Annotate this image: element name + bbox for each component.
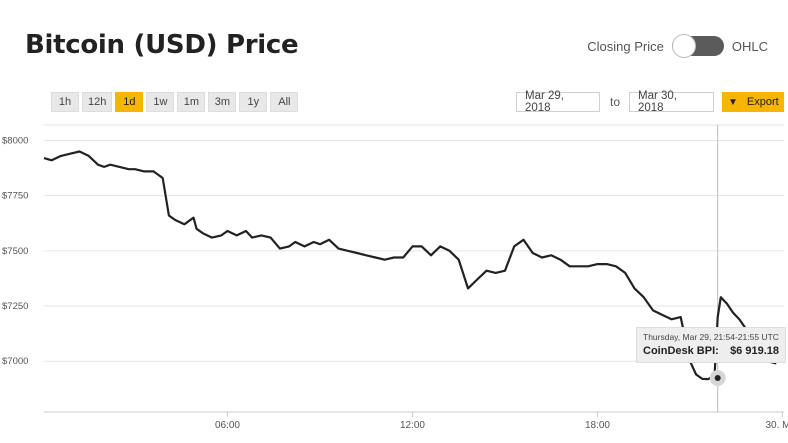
range-button-all[interactable]: All bbox=[270, 92, 299, 112]
switch-knob bbox=[671, 34, 696, 58]
range-button-1d[interactable]: 1d bbox=[115, 92, 144, 112]
x-tick-label: 06:00 bbox=[215, 420, 240, 431]
y-tick-label: $7250 bbox=[2, 301, 28, 312]
date-to-input[interactable]: Mar 30, 2018 bbox=[629, 90, 714, 114]
tooltip-series-label: CoinDesk BPI: bbox=[643, 345, 719, 357]
download-arrow-icon: ▼ bbox=[728, 96, 738, 108]
time-range-selector: 1h 12h 1d 1w 1m 3m 1y All bbox=[51, 92, 301, 112]
page-title: Bitcoin (USD) Price bbox=[25, 30, 299, 60]
y-tick-label: $7000 bbox=[2, 356, 28, 367]
tooltip-value: $6 919.18 bbox=[730, 345, 779, 357]
range-button-1w[interactable]: 1w bbox=[146, 92, 175, 112]
range-button-1h[interactable]: 1h bbox=[51, 92, 79, 112]
export-label: Export bbox=[746, 96, 779, 108]
ohlc-label: OHLC bbox=[731, 38, 768, 54]
y-tick-label: $7750 bbox=[2, 191, 28, 202]
y-tick-label: $7500 bbox=[2, 246, 28, 257]
x-tick-label: 12:00 bbox=[400, 420, 425, 431]
ohlc-switch[interactable] bbox=[671, 34, 724, 58]
chart-tooltip: Thursday, Mar 29, 21:54-21:55 UTC CoinDe… bbox=[636, 327, 786, 363]
tooltip-date: Thursday, Mar 29, 21:54-21:55 UTC bbox=[643, 332, 779, 342]
chart-mode-toggle: Closing Price OHLC bbox=[587, 34, 768, 58]
range-button-12h[interactable]: 12h bbox=[82, 92, 113, 112]
x-tick-label: 18:00 bbox=[585, 420, 610, 431]
hover-marker-dot bbox=[714, 375, 721, 381]
y-tick-label: $8000 bbox=[2, 135, 28, 146]
date-from-input[interactable]: Mar 29, 2018 bbox=[516, 90, 600, 114]
export-button[interactable]: ▼ Export bbox=[722, 92, 784, 112]
closing-price-label: Closing Price bbox=[587, 38, 664, 54]
range-button-1m[interactable]: 1m bbox=[177, 92, 206, 112]
x-tick-label: 30. Mar bbox=[766, 420, 788, 431]
date-to-label: to bbox=[610, 95, 621, 109]
range-button-3m[interactable]: 3m bbox=[208, 92, 237, 112]
range-button-1y[interactable]: 1y bbox=[239, 92, 268, 112]
